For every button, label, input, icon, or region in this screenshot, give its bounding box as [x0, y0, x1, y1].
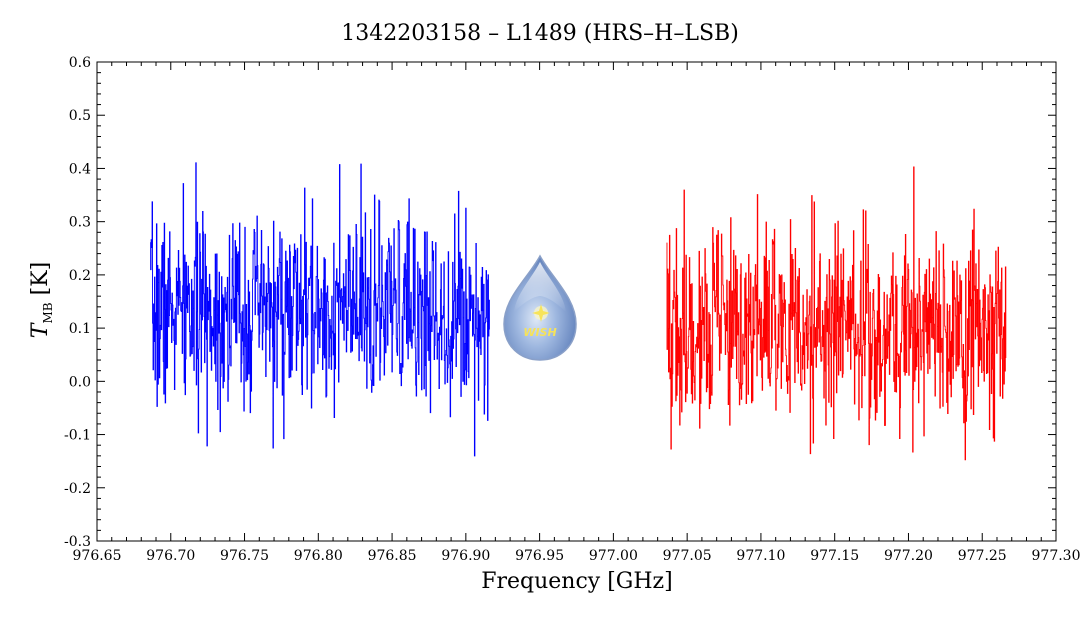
axis-ticks [96, 61, 1057, 542]
x-tick-label: 976.85 [368, 548, 417, 564]
x-tick-label: 977.25 [958, 548, 1007, 564]
x-tick-label: 977.00 [589, 548, 638, 564]
y-axis-label: TMB [K] [28, 262, 55, 338]
x-tick-label: 977.20 [884, 548, 933, 564]
y-tick-label: 0.3 [69, 215, 91, 231]
spectrum-series-1 [150, 162, 490, 457]
y-tick-label: -0.1 [64, 428, 91, 444]
star-icon [532, 304, 550, 322]
y-axis-subscript: MB [41, 302, 55, 323]
x-tick-label: 976.65 [73, 548, 122, 564]
y-tick-label: 0.6 [69, 55, 91, 71]
x-tick-label: 976.80 [294, 548, 343, 564]
y-tick-label: 0.1 [69, 321, 91, 337]
spectrum-series-2 [666, 166, 1007, 461]
x-tick-label: 976.90 [441, 548, 490, 564]
chart-title: 1342203158 – L1489 (HRS–H–LSB) [341, 21, 739, 46]
y-axis-symbol: T [28, 321, 53, 338]
svg-text:TMB [K]: TMB [K] [28, 262, 55, 338]
x-tick-label: 976.70 [146, 548, 195, 564]
x-tick-label: 977.30 [1032, 548, 1080, 564]
x-tick-label: 976.75 [220, 548, 269, 564]
logo-text: WISH [523, 326, 556, 339]
x-tick-label: 977.05 [663, 548, 712, 564]
y-tick-label: 0.5 [69, 108, 91, 124]
y-axis-unit: [K] [28, 262, 53, 296]
x-tick-label: 977.10 [736, 548, 785, 564]
plot-frame [96, 61, 1057, 542]
x-tick-label: 977.15 [810, 548, 859, 564]
y-tick-label: 0.4 [69, 161, 91, 177]
y-tick-label: 0.2 [69, 268, 91, 284]
tick-labels: 976.65 976.70 976.75 976.80 976.85 976.90 976.… [64, 55, 1080, 564]
x-tick-label: 976.95 [515, 548, 564, 564]
x-axis-label: Frequency [GHz] [481, 569, 673, 594]
y-tick-label: 0.0 [69, 374, 91, 390]
y-tick-label: -0.2 [64, 481, 91, 497]
water-drop-logo: WISH [503, 254, 577, 361]
y-tick-label: -0.3 [64, 534, 91, 550]
series-layer [150, 162, 1007, 461]
